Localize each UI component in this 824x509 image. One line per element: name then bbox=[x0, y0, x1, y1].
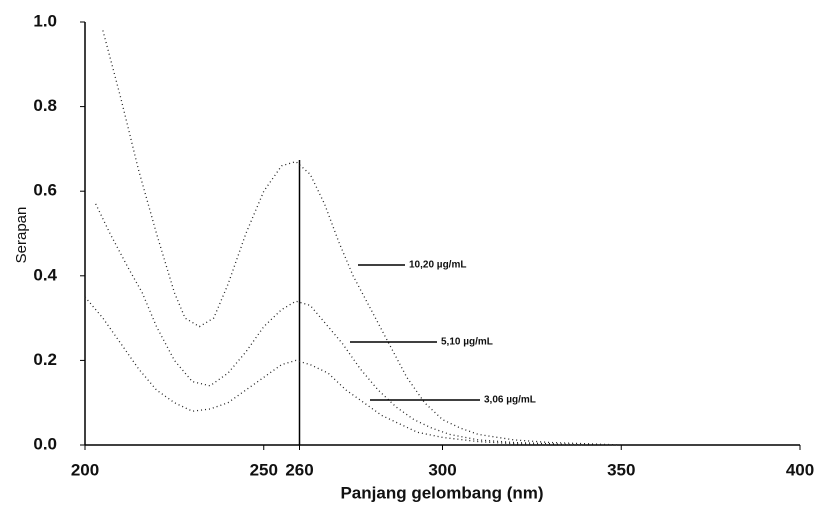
annotation: 3,06 µg/mL bbox=[484, 395, 536, 406]
x-tick-label: 400 bbox=[786, 460, 814, 479]
y-tick-label: 0.8 bbox=[33, 96, 57, 115]
x-tick-label: 350 bbox=[607, 460, 635, 479]
spectrum-line bbox=[84, 296, 550, 446]
y-tick-label: 0.6 bbox=[33, 181, 57, 200]
y-tick-label: 0.0 bbox=[33, 434, 57, 453]
x-tick-label: 250 bbox=[250, 460, 278, 479]
y-tick-label: 1.0 bbox=[33, 11, 57, 30]
spectrum-line bbox=[95, 203, 586, 446]
x-axis-title: Panjang gelombang (nm) bbox=[340, 483, 543, 502]
spectrum-line bbox=[102, 30, 622, 446]
annotation: 10,20 µg/mL bbox=[409, 260, 466, 271]
x-tick-label: 260 bbox=[285, 460, 313, 479]
x-tick-label: 300 bbox=[428, 460, 456, 479]
x-tick-label: 200 bbox=[71, 460, 99, 479]
annotation: 5,10 µg/mL bbox=[441, 337, 493, 348]
y-tick-label: 0.2 bbox=[33, 350, 57, 369]
y-tick-label: 0.4 bbox=[33, 265, 57, 284]
y-axis-title: Serapan bbox=[13, 207, 30, 264]
